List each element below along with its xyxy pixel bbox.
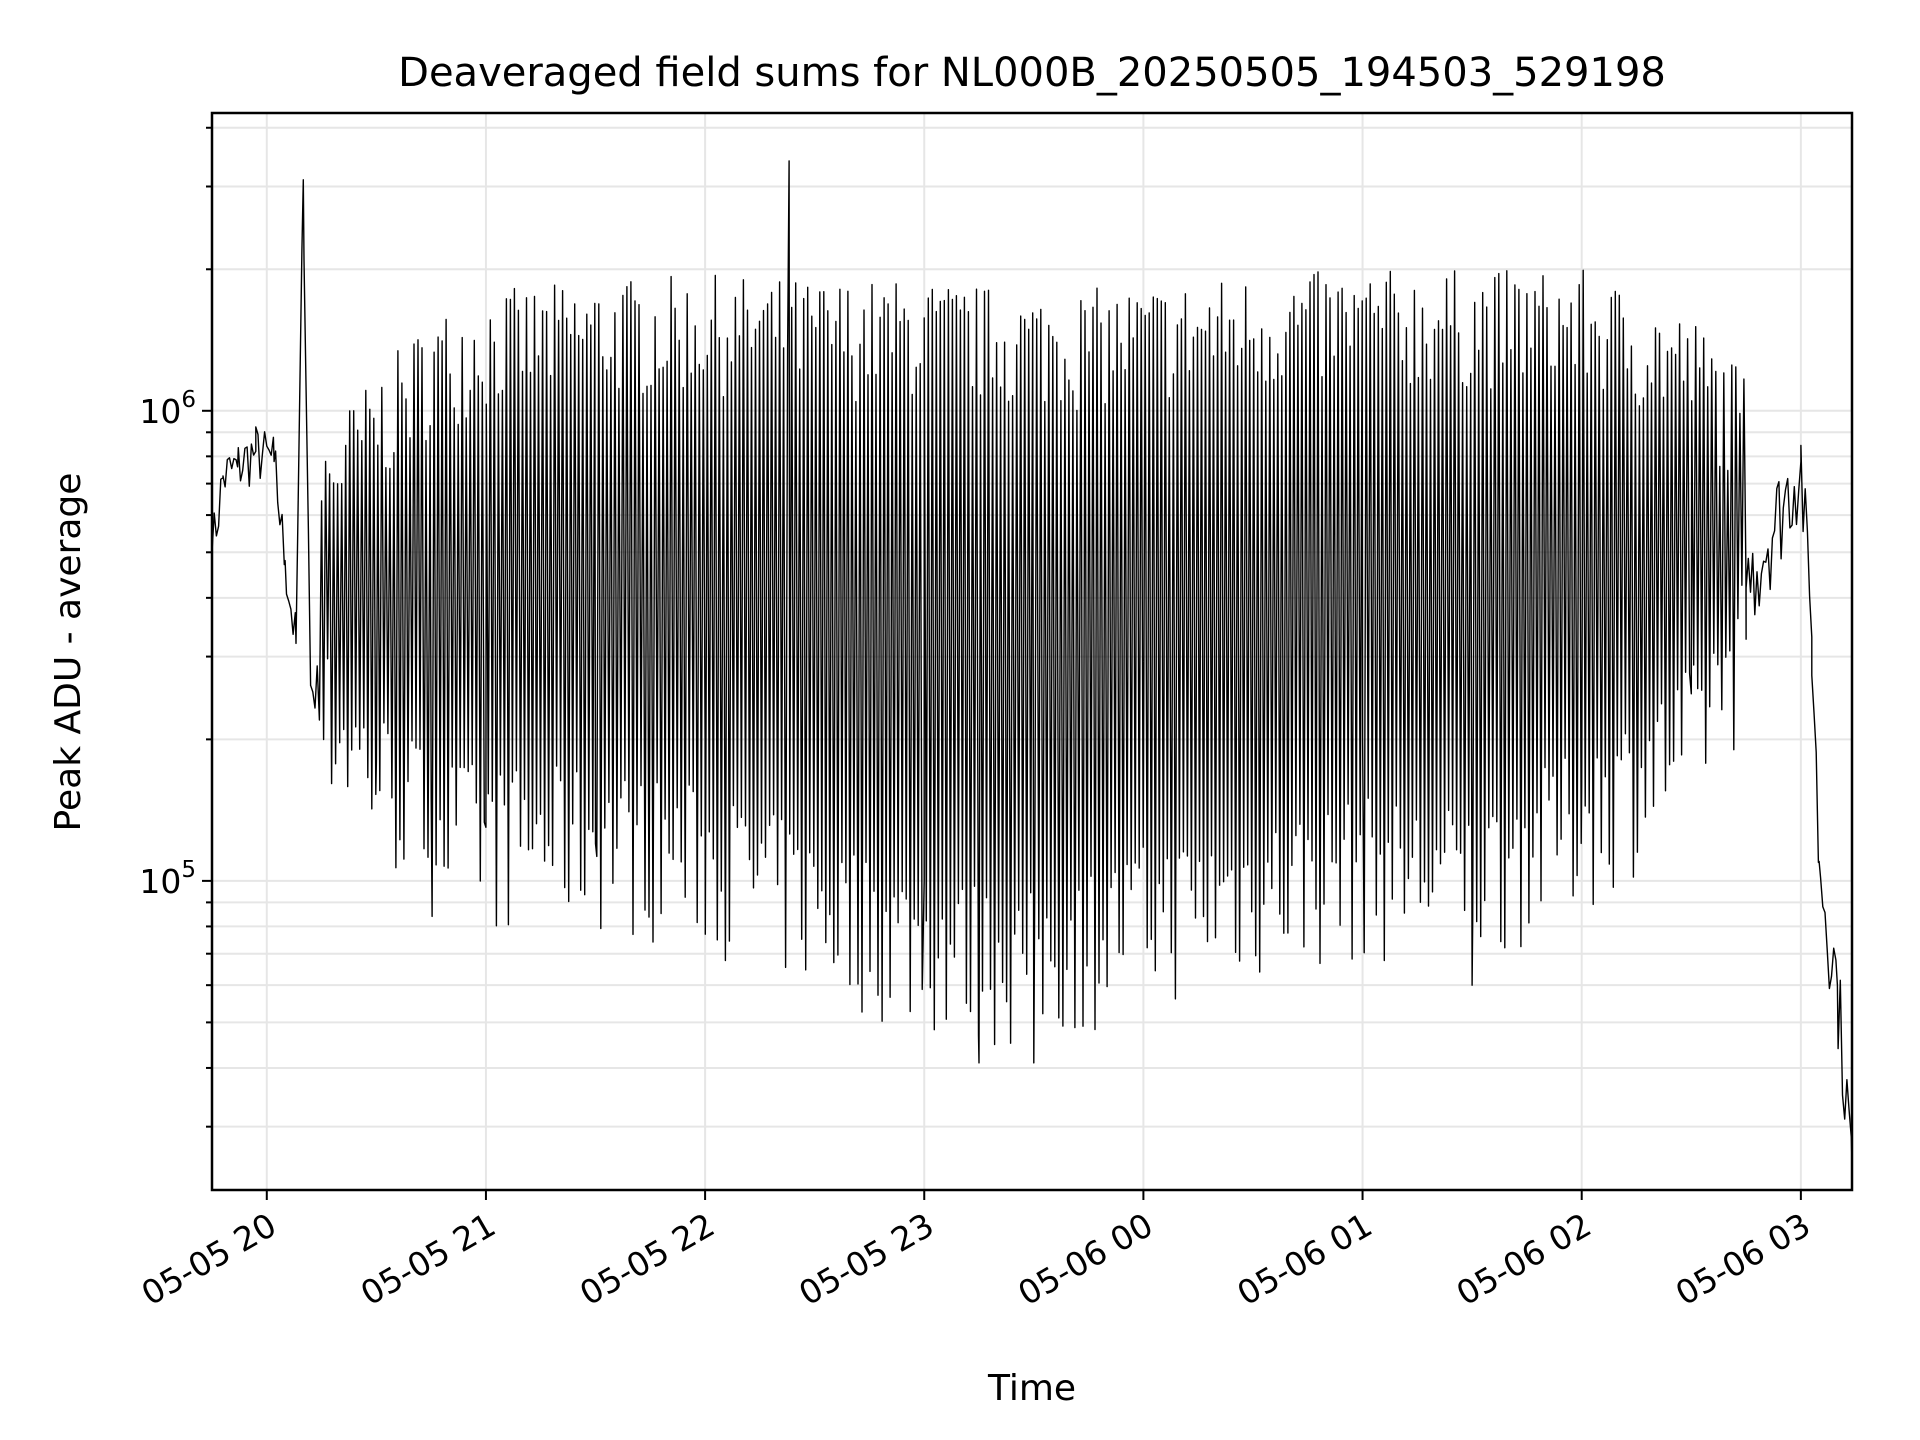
x-tick-label: 05-05 22 — [573, 1205, 721, 1313]
y-tick-base: 10 — [139, 862, 181, 901]
series-layer — [211, 160, 1853, 1164]
x-tick-label: 05-06 00 — [1011, 1205, 1159, 1313]
y-tick-exponent: 6 — [181, 387, 196, 413]
series-line — [211, 160, 1853, 1164]
y-tick-label: 106 — [139, 387, 196, 431]
x-tick-label: 05-05 21 — [354, 1205, 502, 1313]
chart-title: Deaveraged field sums for NL000B_2025050… — [398, 50, 1666, 96]
x-axis-label: Time — [987, 1368, 1076, 1409]
x-tick-label: 05-06 02 — [1450, 1205, 1598, 1313]
y-tick-label: 105 — [139, 857, 196, 901]
x-tick-label: 05-05 23 — [792, 1205, 940, 1313]
plot-frame — [210, 111, 1854, 1192]
y-tick-base: 10 — [139, 392, 181, 431]
x-axis-ticks: 05-05 20 05-05 21 05-05 22 05-05 23 05-06 00… — [135, 1190, 1817, 1313]
x-tick-label: 05-06 01 — [1231, 1205, 1379, 1313]
y-axis-label: Peak ADU - average — [48, 473, 89, 832]
x-tick-label: 05-05 20 — [135, 1205, 283, 1313]
x-tick-label: 05-06 03 — [1669, 1205, 1817, 1313]
y-tick-exponent: 5 — [181, 857, 196, 883]
